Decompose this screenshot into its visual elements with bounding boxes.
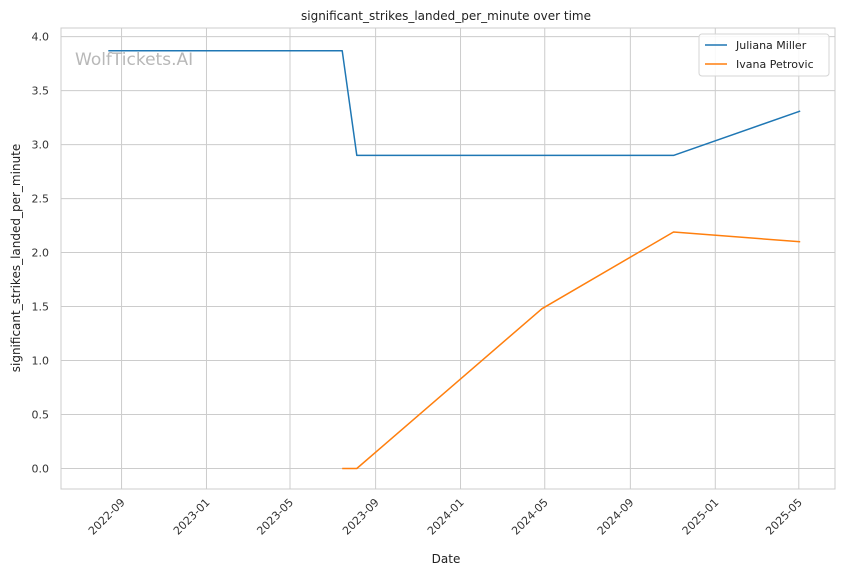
legend-label-1: Juliana Miller [735, 39, 807, 52]
y-tick-label: 3.5 [32, 85, 50, 98]
y-tick-label: 2.0 [32, 247, 50, 260]
y-tick-label: 1.5 [32, 301, 50, 314]
x-tick-label: 2025-01 [680, 496, 722, 538]
chart-title: significant_strikes_landed_per_minute ov… [301, 9, 591, 23]
y-tick-label: 0.5 [32, 409, 50, 422]
y-tick-label: 4.0 [32, 31, 50, 44]
series-line-2 [342, 231, 801, 470]
x-tick-label: 2023-05 [254, 496, 296, 538]
legend-box [698, 33, 830, 77]
y-tick-label: 1.0 [32, 355, 50, 368]
x-tick-label: 2025-05 [763, 496, 805, 538]
plot-frame [60, 27, 836, 490]
x-tick-label: 2024-09 [595, 496, 637, 538]
y-tick-label: 0.0 [32, 462, 50, 475]
y-axis-ticks: 0.0 0.5 1.0 1.5 2.0 2.5 3.0 3.5 4.0 [32, 31, 50, 476]
x-tick-label: 2022-09 [86, 496, 128, 538]
y-axis-title: significant_strikes_landed_per_minute [9, 144, 23, 373]
x-axis-ticks: 2022-09 2023-01 2023-05 2023-09 2024-01 2024-… [86, 496, 805, 538]
x-tick-label: 2023-01 [171, 496, 213, 538]
series-line-1 [108, 49, 801, 157]
plot-area [61, 28, 835, 489]
y-tick-label: 2.5 [32, 193, 50, 206]
x-tick-label: 2024-05 [509, 496, 551, 538]
y-tick-label: 3.0 [32, 139, 50, 152]
x-tick-label: 2023-09 [340, 496, 382, 538]
x-tick-label: 2024-01 [425, 496, 467, 538]
legend-label-2: Ivana Petrovic [736, 58, 814, 71]
x-axis-title: Date [432, 552, 461, 566]
series-lines [108, 49, 801, 470]
legend: Juliana Miller Ivana Petrovic [698, 33, 830, 77]
watermark-text: WolfTickets.AI [75, 50, 193, 70]
grid [61, 28, 835, 489]
